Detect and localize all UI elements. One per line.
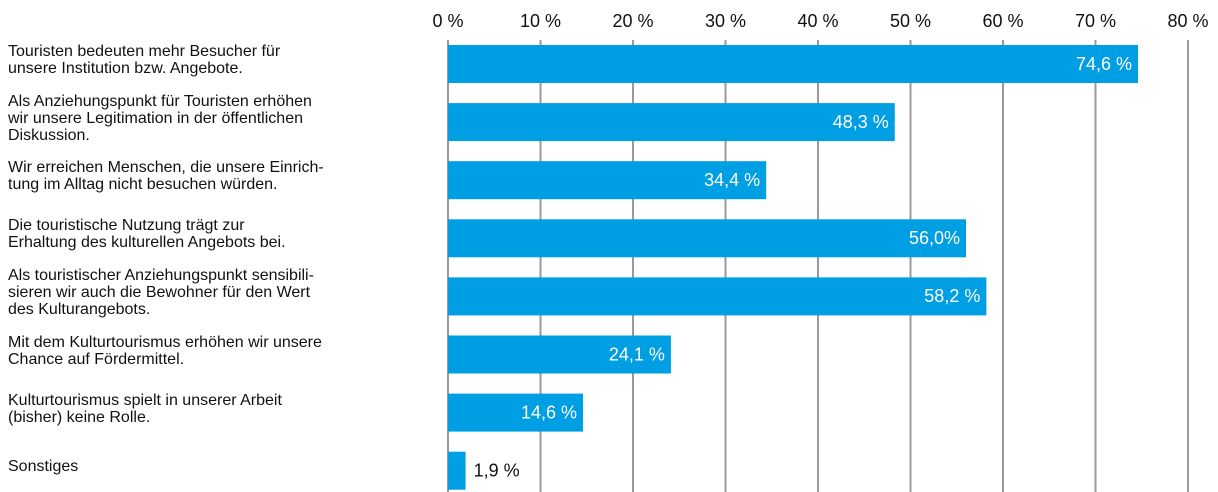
- bar: [448, 393, 584, 432]
- category-label-box: Touristen bedeuten mehr Besucher für uns…: [8, 41, 438, 79]
- value-label: 56,0%: [909, 228, 960, 248]
- value-label: 74,6 %: [1076, 54, 1132, 74]
- category-label-box: Als touristischer Anziehungspunkt sensib…: [8, 267, 438, 318]
- category-label: Mit dem Kulturtourismus erhöhen wir unse…: [8, 333, 322, 368]
- x-tick-label: 40 %: [797, 11, 838, 31]
- bar: [448, 277, 987, 316]
- x-tick-label: 10 %: [520, 11, 561, 31]
- category-label-box: Die touristische Nutzung trägt zur Erhal…: [8, 215, 438, 253]
- x-tick-label: 70 %: [1075, 11, 1116, 31]
- x-tick-label: 80 %: [1167, 11, 1208, 31]
- x-tick-label: 0 %: [432, 11, 463, 31]
- bar: [448, 103, 895, 142]
- x-tick-label: 20 %: [612, 11, 653, 31]
- category-label: Als Anziehungspunkt für Touristen erhöhe…: [8, 92, 312, 144]
- category-label: Sonstiges: [8, 458, 79, 476]
- bar: [448, 219, 966, 258]
- category-label: Touristen bedeuten mehr Besucher für uns…: [8, 43, 281, 77]
- category-label-box: Kulturtourismus spielt in unserer Arbeit…: [8, 390, 438, 428]
- category-label-box: Als Anziehungspunkt für Touristen erhöhe…: [8, 93, 438, 144]
- bar: [448, 161, 767, 200]
- category-label: Wir erreichen Menschen, die unsere Einri…: [8, 159, 324, 194]
- category-label: Die touristische Nutzung trägt zur Erhal…: [8, 217, 286, 252]
- category-label-box: Wir erreichen Menschen, die unsere Einri…: [8, 157, 438, 195]
- x-tick-label: 30 %: [705, 11, 746, 31]
- x-tick-label: 50 %: [890, 11, 931, 31]
- value-label: 34,4 %: [704, 170, 760, 190]
- bar: [448, 451, 466, 490]
- category-label: Als touristischer Anziehungspunkt sensib…: [8, 266, 314, 318]
- bar: [448, 335, 671, 374]
- category-label-box: Mit dem Kulturtourismus erhöhen wir unse…: [8, 332, 438, 370]
- category-label: Kulturtourismus spielt in unserer Arbeit…: [8, 391, 282, 426]
- x-tick-label: 60 %: [982, 11, 1023, 31]
- value-label: 58,2 %: [924, 286, 980, 306]
- value-label: 1,9 %: [474, 460, 520, 480]
- value-label: 48,3 %: [833, 112, 889, 132]
- value-label: 14,6 %: [521, 402, 577, 422]
- bar: [448, 45, 1139, 83]
- value-label: 24,1 %: [609, 344, 665, 364]
- category-label-box: Sonstiges: [8, 448, 438, 486]
